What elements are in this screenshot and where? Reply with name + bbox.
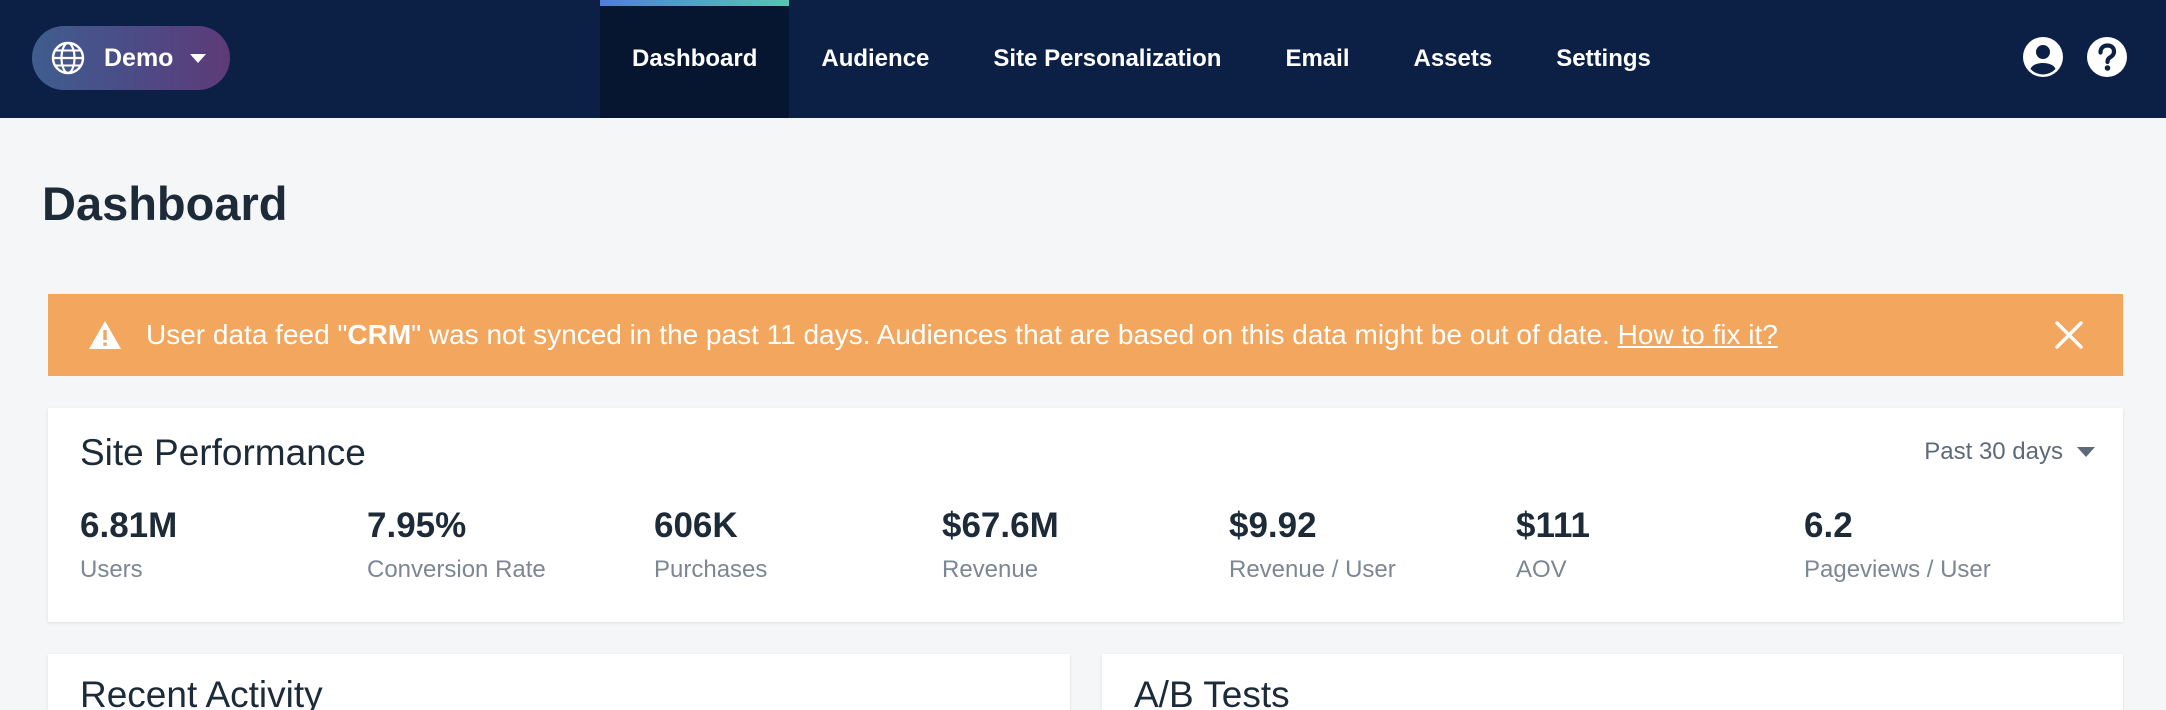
page-title: Dashboard (42, 177, 288, 230)
metric-pageviews-per-user: 6.2 Pageviews / User (1804, 506, 1991, 584)
workspace-switcher[interactable]: Demo (32, 26, 230, 90)
alert-text-before: User data feed " (146, 319, 348, 350)
metric-label: Users (80, 556, 143, 583)
sync-warning-banner: User data feed "CRM" was not synced in t… (48, 294, 2123, 376)
close-icon[interactable] (2053, 319, 2085, 351)
ab-tests-card: A/B Tests (1102, 654, 2123, 710)
metric-label: AOV (1516, 556, 1567, 583)
tab-email[interactable]: Email (1285, 45, 1350, 72)
caret-down-icon (2077, 447, 2095, 457)
metric-label: Revenue (942, 556, 1039, 583)
top-navigation-bar: Demo Dashboard Audience Site Personaliza… (0, 0, 2166, 118)
metric-value: 6.81M (80, 506, 178, 545)
site-performance-card: Site Performance Past 30 days 6.81M User… (48, 408, 2123, 622)
tab-dashboard[interactable]: Dashboard (600, 0, 790, 118)
period-label: Past 30 days (1924, 438, 2063, 465)
metric-purchases: 606K Purchases (654, 506, 767, 584)
site-performance-title: Site Performance (80, 432, 366, 473)
metric-aov: $111 AOV (1516, 506, 1590, 584)
metric-label: Purchases (654, 556, 768, 583)
tab-assets[interactable]: Assets (1413, 45, 1493, 72)
recent-activity-title: Recent Activity (80, 674, 323, 710)
feed-name: CRM (347, 319, 412, 350)
ab-tests-title: A/B Tests (1134, 674, 1290, 710)
metric-value: $67.6M (942, 506, 1059, 545)
metric-label: Conversion Rate (367, 556, 546, 583)
metric-label: Pageviews / User (1804, 556, 1991, 583)
metric-value: 606K (654, 506, 738, 545)
metric-revenue-per-user: $9.92 Revenue / User (1229, 506, 1396, 584)
tab-settings[interactable]: Settings (1556, 45, 1651, 72)
period-dropdown[interactable]: Past 30 days (1924, 438, 2095, 466)
tab-audience[interactable]: Audience (821, 45, 930, 72)
globe-icon (51, 41, 85, 75)
how-to-fix-link[interactable]: How to fix it? (1617, 319, 1778, 350)
metric-conversion-rate: 7.95% Conversion Rate (367, 506, 546, 584)
alert-text-after: " was not synced in the past 11 days. Au… (411, 319, 1618, 350)
workspace-label: Demo (104, 44, 174, 72)
alert-message: User data feed "CRM" was not synced in t… (146, 294, 1778, 376)
user-icon[interactable] (2022, 36, 2064, 78)
chevron-down-icon (190, 54, 206, 63)
warning-icon (89, 321, 121, 349)
metric-value: 7.95% (367, 506, 467, 545)
metric-users: 6.81M Users (80, 506, 177, 584)
metric-value: $9.92 (1229, 506, 1317, 545)
recent-activity-card: Recent Activity (48, 654, 1070, 710)
metric-label: Revenue / User (1229, 556, 1396, 583)
metric-value: 6.2 (1804, 506, 1853, 545)
help-icon[interactable] (2086, 36, 2128, 78)
tab-site-personalization[interactable]: Site Personalization (993, 45, 1222, 72)
metric-value: $111 (1516, 506, 1590, 545)
main-nav: Dashboard Audience Site Personalization … (600, 0, 1683, 118)
metric-revenue: $67.6M Revenue (942, 506, 1059, 584)
